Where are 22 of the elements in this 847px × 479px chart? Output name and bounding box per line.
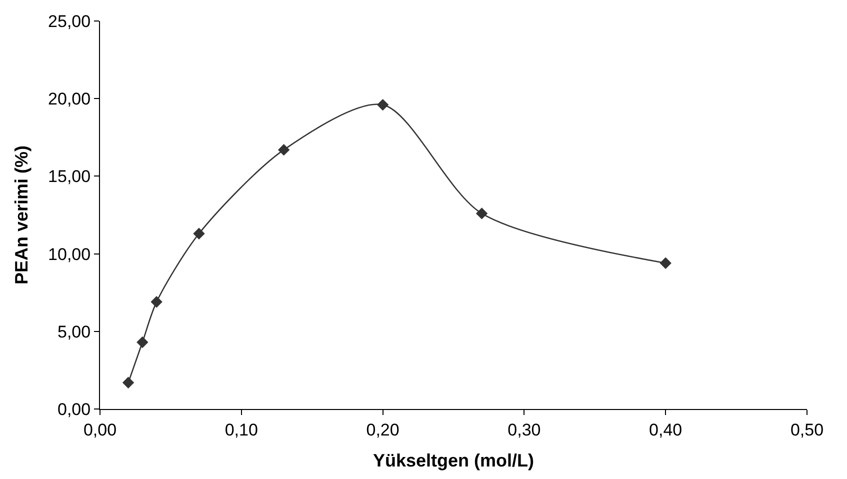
x-tick-label: 0,10 (224, 420, 258, 440)
point (660, 257, 672, 269)
point (278, 144, 290, 156)
x-tick-label: 0,20 (366, 420, 400, 440)
y-tick-label: 15,00 (48, 167, 91, 186)
x-tick-label: 0,00 (83, 420, 117, 440)
x-tick-label: 0,40 (649, 420, 682, 440)
y-tick-label: 5,00 (58, 322, 91, 342)
point (376, 98, 389, 111)
point (122, 376, 134, 388)
x-axis-title: Yükseltgen (mol/L) (372, 450, 534, 470)
y-tick-label: 20,00 (48, 90, 91, 109)
y-tick-label: 25,00 (48, 12, 91, 31)
x-tick-label: 0,30 (508, 420, 541, 440)
point (136, 336, 148, 348)
y-tick-label: 0,00 (58, 400, 91, 419)
y-tick-label: 10,00 (48, 244, 91, 264)
x-tick-label: 0,50 (790, 420, 824, 440)
point (476, 208, 488, 220)
point (193, 228, 205, 240)
point (150, 296, 162, 308)
y-axis-title: PEAn verimi (%) (11, 145, 32, 285)
